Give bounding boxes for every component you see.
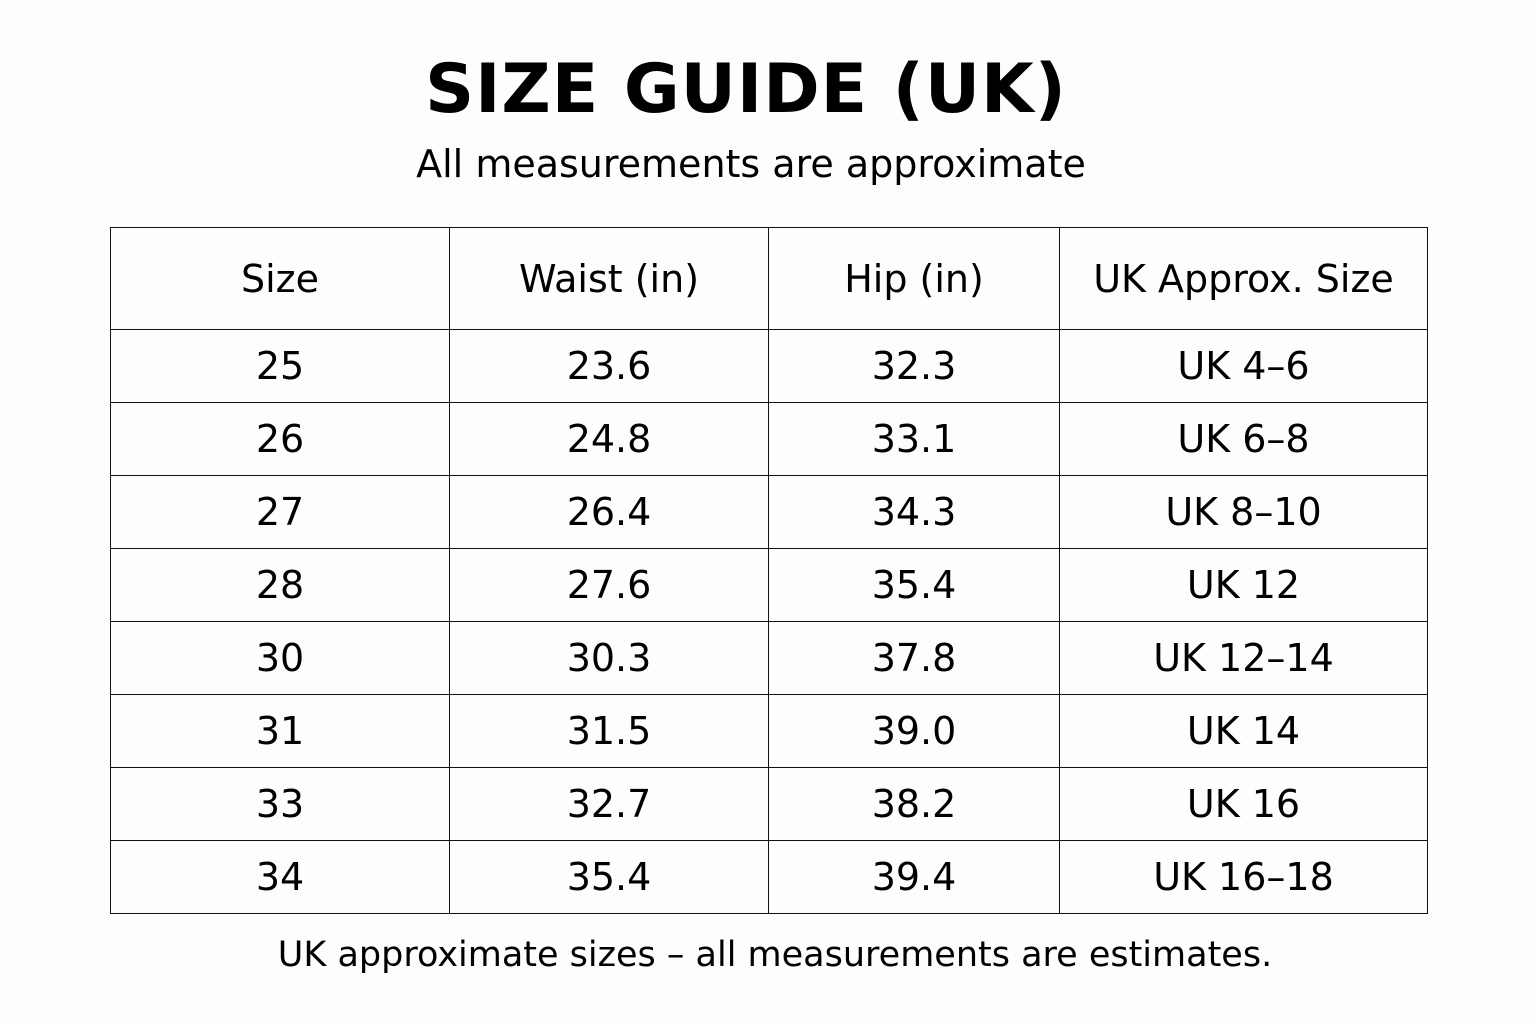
cell-waist: 30.3 <box>449 621 769 695</box>
page-subtitle: All measurements are approximate <box>416 142 1086 186</box>
header-waist: Waist (in) <box>449 227 769 330</box>
header-hip: Hip (in) <box>768 227 1060 330</box>
cell-hip: 38.2 <box>768 767 1060 841</box>
cell-waist: 27.6 <box>449 548 769 622</box>
table-row: 27 26.4 34.3 UK 8–10 <box>110 475 1428 549</box>
cell-uk-size: UK 12 <box>1059 548 1428 622</box>
header-size: Size <box>110 227 450 330</box>
cell-size: 26 <box>110 402 450 476</box>
header-uk-size: UK Approx. Size <box>1059 227 1428 330</box>
cell-waist: 26.4 <box>449 475 769 549</box>
table-row: 28 27.6 35.4 UK 12 <box>110 548 1428 622</box>
cell-size: 27 <box>110 475 450 549</box>
cell-waist: 35.4 <box>449 840 769 914</box>
table-row: 25 23.6 32.3 UK 4–6 <box>110 329 1428 403</box>
cell-waist: 23.6 <box>449 329 769 403</box>
cell-size: 33 <box>110 767 450 841</box>
cell-uk-size: UK 16–18 <box>1059 840 1428 914</box>
cell-hip: 39.4 <box>768 840 1060 914</box>
cell-size: 28 <box>110 548 450 622</box>
cell-size: 25 <box>110 329 450 403</box>
table-body: 25 23.6 32.3 UK 4–6 26 24.8 33.1 UK 6–8 27 26.4 34… <box>110 329 1428 914</box>
table-row: 34 35.4 39.4 UK 16–18 <box>110 840 1428 914</box>
cell-uk-size: UK 16 <box>1059 767 1428 841</box>
cell-uk-size: UK 4–6 <box>1059 329 1428 403</box>
table-row: 30 30.3 37.8 UK 12–14 <box>110 621 1428 695</box>
cell-size: 31 <box>110 694 450 768</box>
cell-hip: 39.0 <box>768 694 1060 768</box>
cell-waist: 31.5 <box>449 694 769 768</box>
cell-waist: 24.8 <box>449 402 769 476</box>
page-title: SIZE GUIDE (UK) <box>425 50 1067 129</box>
cell-waist: 32.7 <box>449 767 769 841</box>
table-row: 31 31.5 39.0 UK 14 <box>110 694 1428 768</box>
cell-hip: 32.3 <box>768 329 1060 403</box>
table-row: 33 32.7 38.2 UK 16 <box>110 767 1428 841</box>
footer-note: UK approximate sizes – all measurements … <box>277 935 1273 975</box>
cell-hip: 33.1 <box>768 402 1060 476</box>
cell-uk-size: UK 12–14 <box>1059 621 1428 695</box>
cell-size: 30 <box>110 621 450 695</box>
cell-hip: 34.3 <box>768 475 1060 549</box>
size-table: Size Waist (in) Hip (in) UK Approx. Size… <box>110 227 1428 914</box>
cell-uk-size: UK 8–10 <box>1059 475 1428 549</box>
cell-size: 34 <box>110 840 450 914</box>
cell-uk-size: UK 6–8 <box>1059 402 1428 476</box>
table-row: 26 24.8 33.1 UK 6–8 <box>110 402 1428 476</box>
cell-hip: 37.8 <box>768 621 1060 695</box>
cell-hip: 35.4 <box>768 548 1060 622</box>
cell-uk-size: UK 14 <box>1059 694 1428 768</box>
table-header-row: Size Waist (in) Hip (in) UK Approx. Size <box>110 227 1428 330</box>
